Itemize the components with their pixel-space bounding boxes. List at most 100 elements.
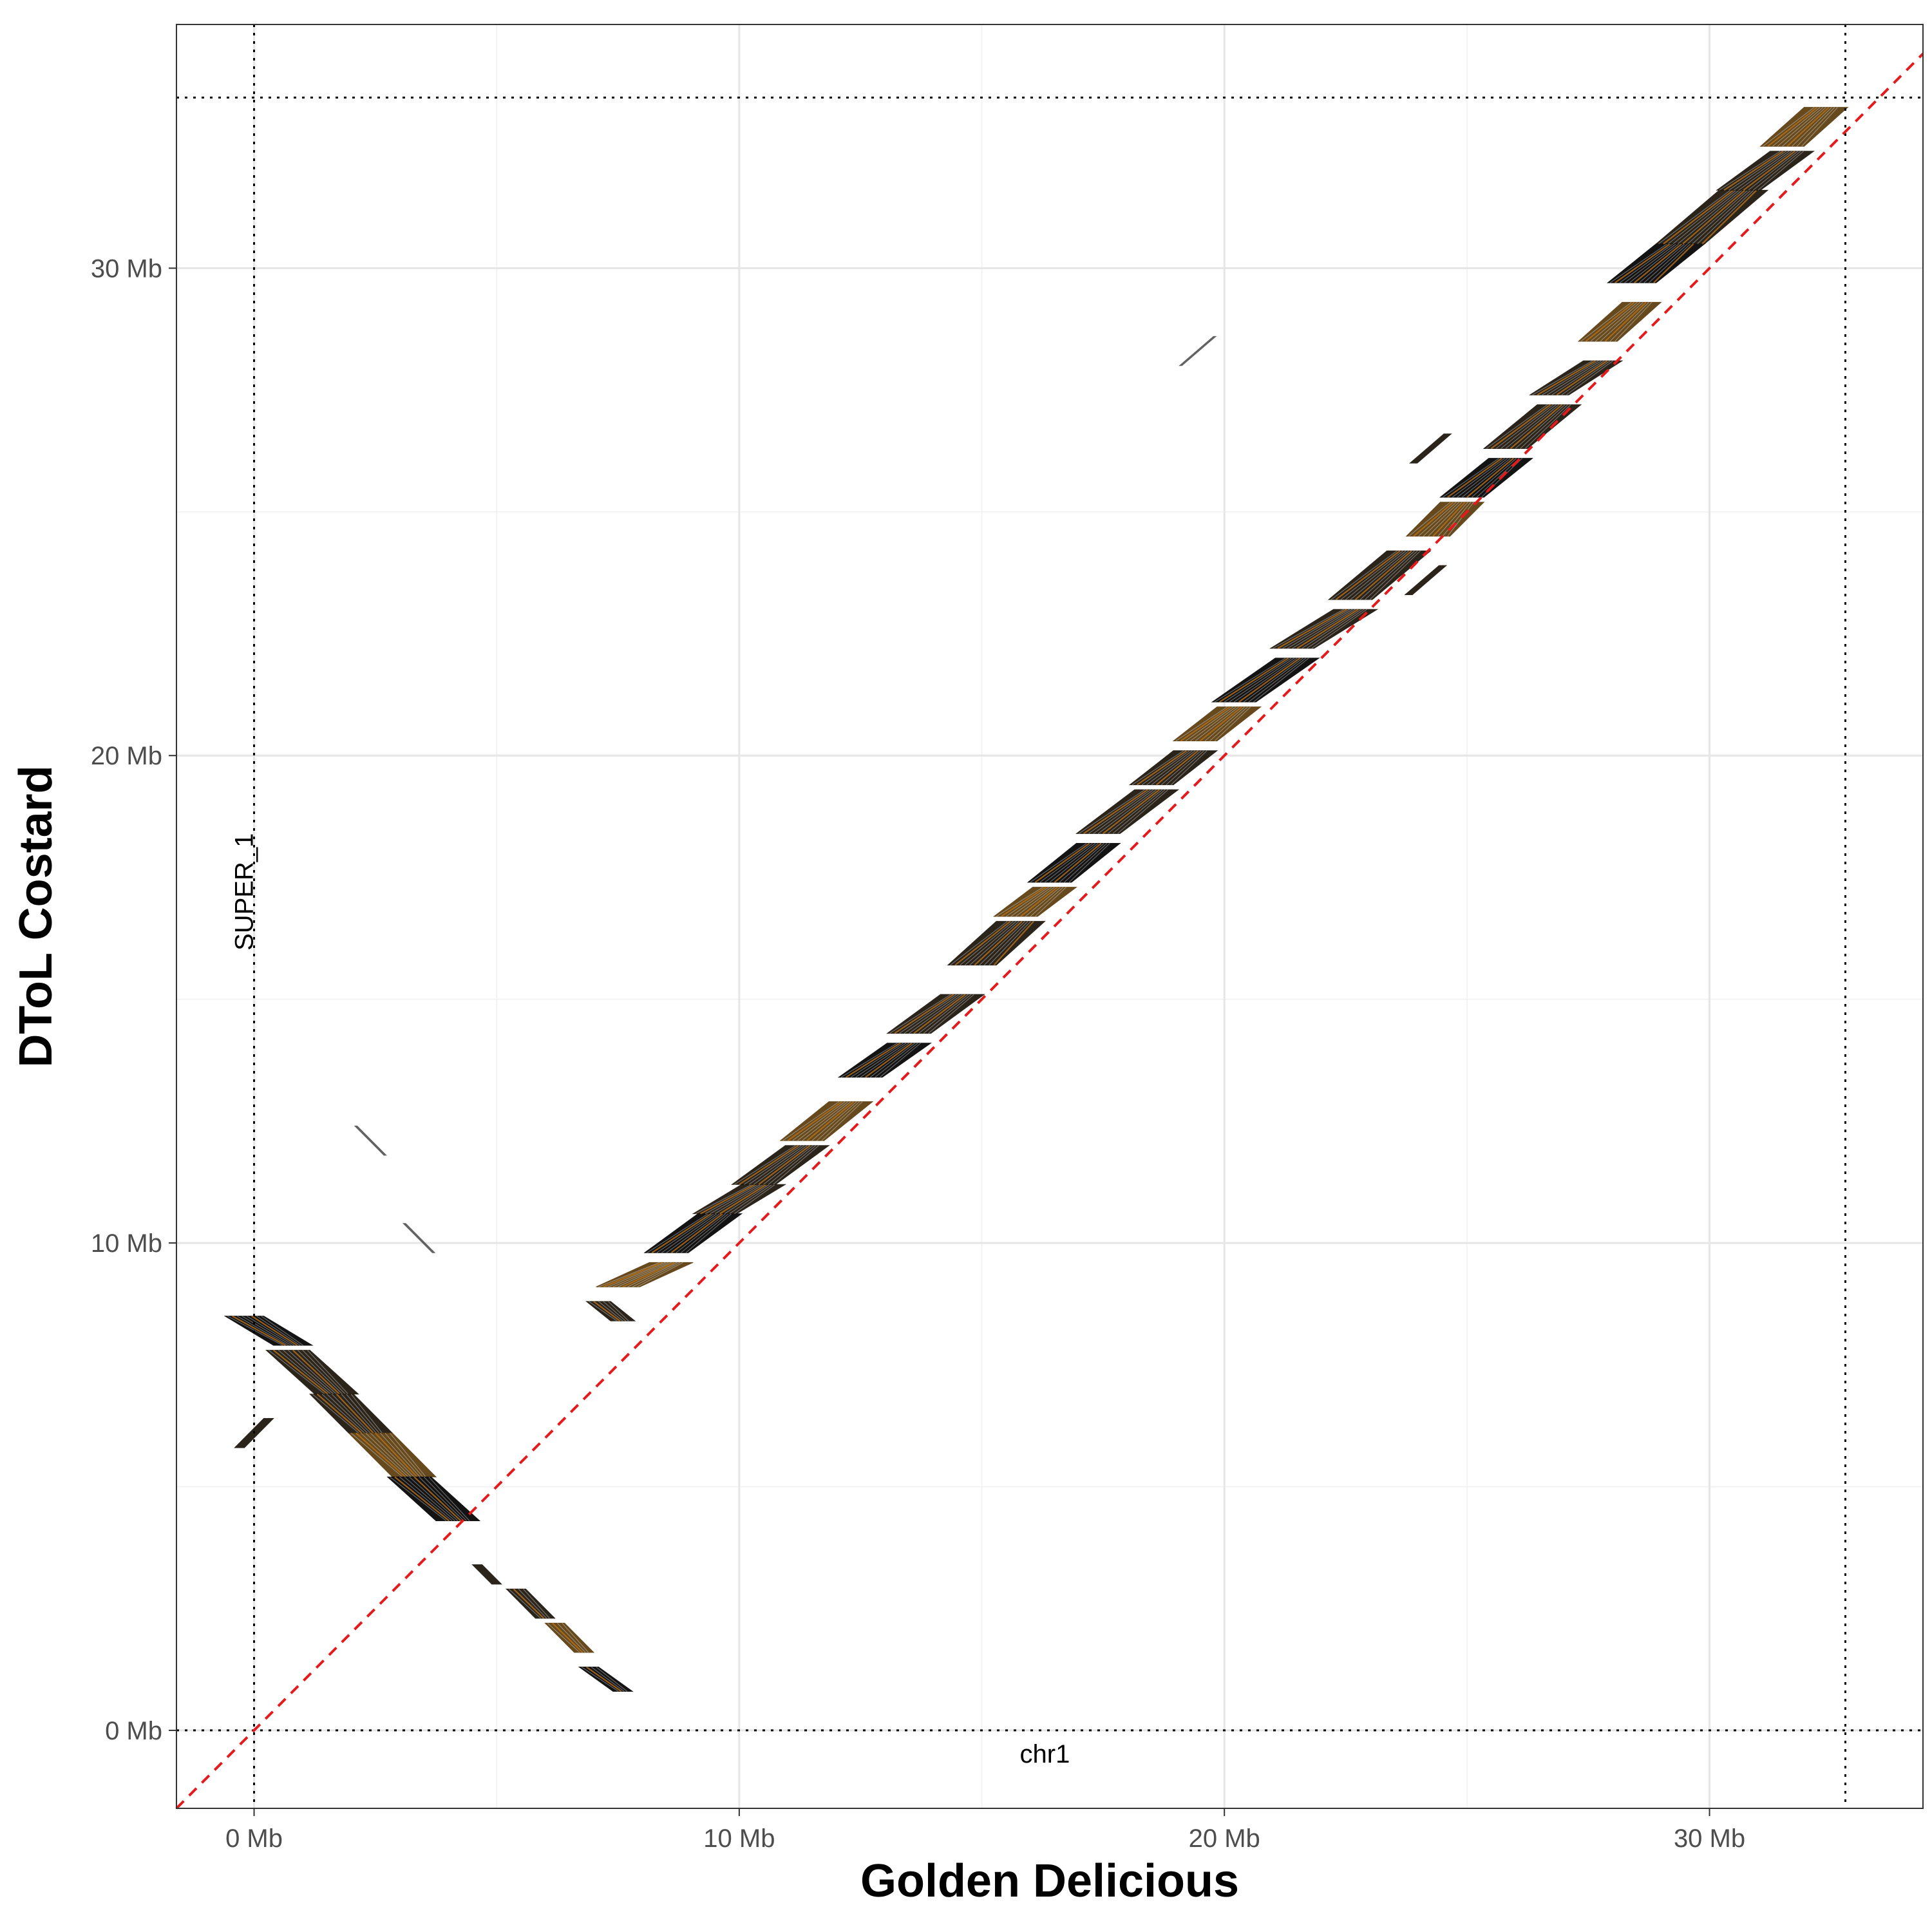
alignment-hatch bbox=[1166, 750, 1204, 786]
alignment-block bbox=[402, 1223, 436, 1253]
alignment-hatch bbox=[974, 920, 1023, 966]
alignment-hatch bbox=[1604, 301, 1647, 342]
alignment-hatch bbox=[782, 1101, 840, 1141]
alignment-hatch bbox=[1025, 887, 1061, 917]
alignment-hatch bbox=[964, 921, 1017, 966]
alignment-block bbox=[1759, 107, 1849, 147]
alignment-hatch bbox=[1524, 404, 1571, 449]
alignment-hatch bbox=[685, 1213, 732, 1253]
alignment-hatch bbox=[1132, 750, 1184, 786]
alignment-hatch bbox=[676, 1213, 726, 1253]
alignment-hatch bbox=[734, 1145, 796, 1185]
alignment-block bbox=[1716, 151, 1815, 191]
alignment-hatch bbox=[513, 1588, 545, 1619]
alignment-hatch bbox=[869, 1043, 915, 1078]
alignment-hatch bbox=[1059, 843, 1104, 883]
alignment-hatch bbox=[1190, 706, 1236, 742]
alignment-hatch bbox=[681, 1213, 729, 1253]
alignment-hatch bbox=[1180, 706, 1231, 742]
alignment-hatch bbox=[802, 1101, 851, 1141]
alignment-hatch bbox=[763, 1145, 813, 1185]
alignment-hatch bbox=[1782, 107, 1826, 147]
alignment-hatch bbox=[1653, 243, 1694, 283]
alignment-block bbox=[386, 1476, 481, 1521]
alignment-hatch bbox=[1136, 750, 1188, 786]
alignment-hatch bbox=[850, 1043, 904, 1078]
alignment-hatch bbox=[651, 1213, 712, 1254]
alignment-hatch bbox=[1723, 150, 1784, 191]
alignment-hatch bbox=[612, 1262, 669, 1287]
alignment-hatch bbox=[251, 1315, 298, 1346]
x-tick-label: 0 Mb bbox=[225, 1824, 283, 1853]
alignment-block bbox=[779, 1101, 874, 1141]
alignment-hatch bbox=[350, 1432, 403, 1477]
alignment-hatch bbox=[1273, 609, 1344, 649]
alignment-hatch bbox=[1093, 789, 1154, 834]
alignment-hatch bbox=[1643, 243, 1689, 283]
alignment-hatch bbox=[695, 1184, 752, 1215]
alignment-hatch bbox=[1233, 658, 1298, 703]
sequence-boundaries bbox=[176, 24, 1923, 1808]
alignment-hatch bbox=[1248, 658, 1307, 703]
alignment-hatch bbox=[1054, 842, 1102, 883]
alignment-hatch bbox=[1359, 550, 1415, 600]
alignment-hatch bbox=[423, 1476, 467, 1521]
alignment-hatch bbox=[1566, 360, 1613, 395]
alignment-hatch bbox=[287, 1350, 337, 1395]
alignment-block bbox=[1179, 336, 1217, 366]
alignment-hatch bbox=[647, 1213, 708, 1253]
alignment-hatch bbox=[1609, 301, 1649, 342]
alignment-hatch bbox=[399, 1476, 453, 1521]
alignment-hatch bbox=[1515, 404, 1566, 449]
alignment-hatch bbox=[1682, 189, 1746, 245]
alignment-hatch bbox=[1743, 150, 1795, 191]
x-tick-label: 10 Mb bbox=[703, 1824, 775, 1853]
alignment-hatch bbox=[1542, 360, 1599, 395]
alignment-hatch bbox=[1311, 609, 1368, 649]
alignment-hatch bbox=[1151, 750, 1196, 786]
alignment-block bbox=[731, 1145, 830, 1185]
alignment-hatch bbox=[1229, 658, 1295, 703]
alignment-hatch bbox=[316, 1393, 363, 1434]
alignment-hatch bbox=[608, 1301, 629, 1321]
alignment-hatch bbox=[904, 994, 960, 1034]
alignment-hatch bbox=[1199, 706, 1243, 742]
x-sequence-label: chr1 bbox=[1020, 1740, 1070, 1768]
alignment-block bbox=[1075, 789, 1180, 834]
x-tick-label: 20 Mb bbox=[1189, 1824, 1260, 1853]
alignment-hatch bbox=[1365, 550, 1418, 600]
alignment-hatch bbox=[1039, 842, 1093, 883]
alignment-block bbox=[1404, 565, 1448, 595]
alignment-hatch bbox=[1030, 842, 1087, 883]
alignment-hatch bbox=[327, 1394, 368, 1434]
alignment-hatch bbox=[603, 1301, 626, 1321]
alignment-hatch bbox=[661, 1213, 717, 1253]
alignment-hatch bbox=[1437, 502, 1468, 537]
alignment-hatch bbox=[1801, 107, 1838, 147]
alignment-hatch bbox=[879, 1043, 921, 1078]
y-axis-ticks: 0 Mb 10 Mb 20 Mb 30 Mb bbox=[91, 254, 176, 1745]
alignment-hatch bbox=[307, 1350, 349, 1395]
alignment-hatch bbox=[1546, 360, 1602, 395]
alignment-hatch bbox=[523, 1589, 550, 1619]
alignment-hatch bbox=[1287, 609, 1353, 649]
alignment-hatch bbox=[360, 1432, 409, 1477]
alignment-hatch bbox=[1160, 750, 1202, 786]
alignment-hatch bbox=[1331, 550, 1397, 600]
alignment-hatch bbox=[1767, 106, 1818, 147]
alignment-hatch bbox=[1461, 458, 1511, 498]
alignment-block bbox=[596, 1262, 694, 1287]
alignment-hatch bbox=[596, 1667, 628, 1692]
alignment-hatch bbox=[1170, 750, 1208, 786]
alignment-hatch bbox=[748, 1145, 805, 1185]
alignment-hatch bbox=[556, 1622, 586, 1653]
alignment-hatch bbox=[256, 1316, 301, 1346]
alignment-hatch bbox=[1748, 151, 1799, 191]
alignment-hatch bbox=[821, 1101, 863, 1141]
alignment-hatch bbox=[758, 1144, 811, 1186]
alignment-hatch bbox=[1282, 609, 1350, 649]
alignment-hatch bbox=[989, 921, 1032, 966]
alignment-hatch bbox=[1306, 609, 1365, 649]
alignment-block bbox=[354, 1125, 388, 1156]
